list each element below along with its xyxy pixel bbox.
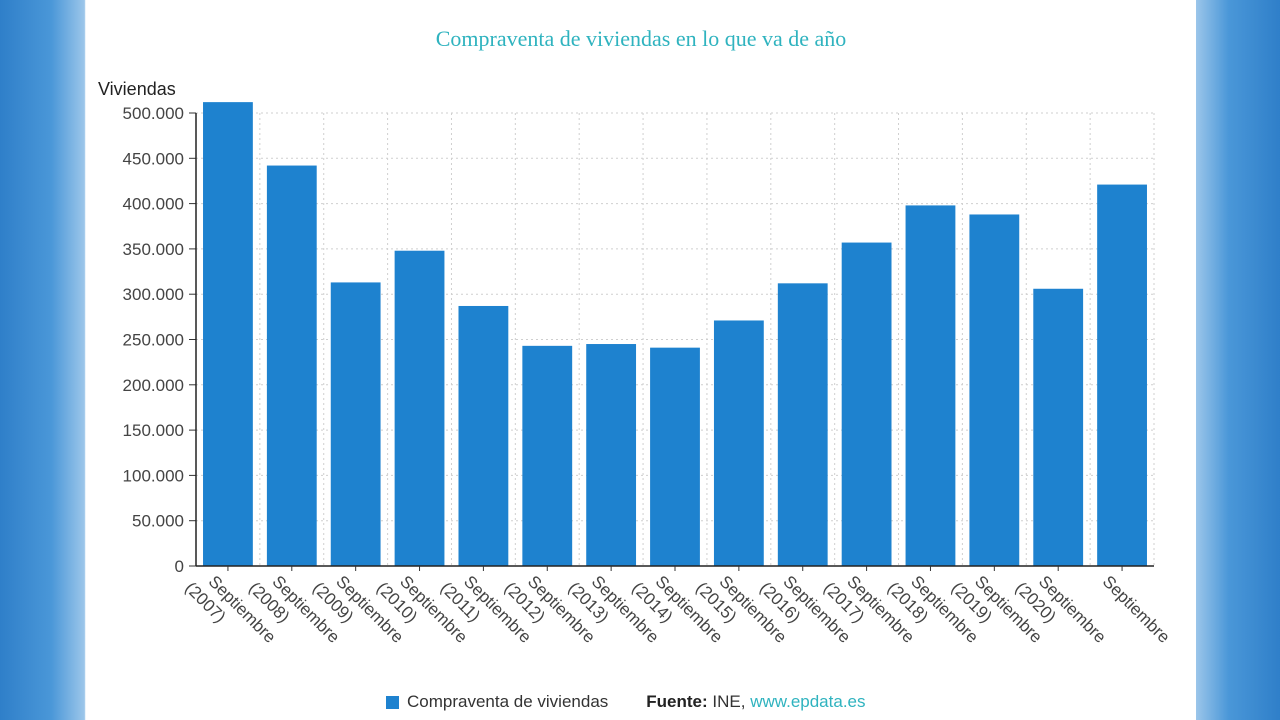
y-tick-label: 200.000 xyxy=(123,376,184,395)
legend-swatch xyxy=(386,695,399,709)
legend-series-label: Compraventa de viviendas xyxy=(407,692,609,711)
bar xyxy=(650,347,700,566)
bar xyxy=(394,250,445,566)
bar xyxy=(458,305,509,566)
y-tick-label: 100.000 xyxy=(123,466,184,485)
y-tick-label: 250.000 xyxy=(123,331,184,350)
bar xyxy=(1097,184,1147,566)
x-tick-label: Septiembre xyxy=(1099,572,1174,647)
bar xyxy=(841,242,892,567)
y-tick-label: 500.000 xyxy=(123,104,184,123)
y-tick-label: 50.000 xyxy=(132,512,184,531)
grid-lines xyxy=(195,112,1155,566)
bar xyxy=(905,205,956,567)
y-tick-label: 350.000 xyxy=(123,240,184,259)
y-tick-label: 400.000 xyxy=(123,195,184,214)
bar xyxy=(586,344,637,566)
y-tick-label: 0 xyxy=(175,557,184,576)
y-axis: 0 50.000 100.000 150.000 200.000 250.000 300.0… xyxy=(123,104,197,576)
source-link[interactable]: www.epdata.es xyxy=(750,692,866,711)
y-tick-label: 450.000 xyxy=(123,149,184,168)
bar xyxy=(777,283,828,566)
bar xyxy=(203,102,253,567)
source-label: Fuente: xyxy=(646,692,708,711)
x-tick-label: Septiembre(2007) xyxy=(181,572,279,647)
legend: Compraventa de viviendas Fuente: INE, ww… xyxy=(386,692,866,712)
source-note: Fuente: INE, www.epdata.es xyxy=(646,692,865,712)
source-value: INE, xyxy=(712,692,746,711)
bars xyxy=(203,102,1147,567)
y-tick-label: 300.000 xyxy=(123,285,184,304)
bar xyxy=(713,320,764,566)
bar xyxy=(1033,288,1084,566)
bar xyxy=(969,214,1020,567)
y-tick-label: 150.000 xyxy=(123,421,184,440)
chart-title: Compraventa de viviendas en lo que va de… xyxy=(435,26,847,51)
bar xyxy=(522,345,573,566)
y-axis-label: Viviendas xyxy=(98,79,176,99)
bar xyxy=(266,165,317,566)
x-axis: Septiembre(2007) Septiembre(2008) Septiemb… xyxy=(181,565,1174,647)
x-tick-label-line1: Septiembre xyxy=(1099,572,1174,647)
bar xyxy=(330,282,381,566)
